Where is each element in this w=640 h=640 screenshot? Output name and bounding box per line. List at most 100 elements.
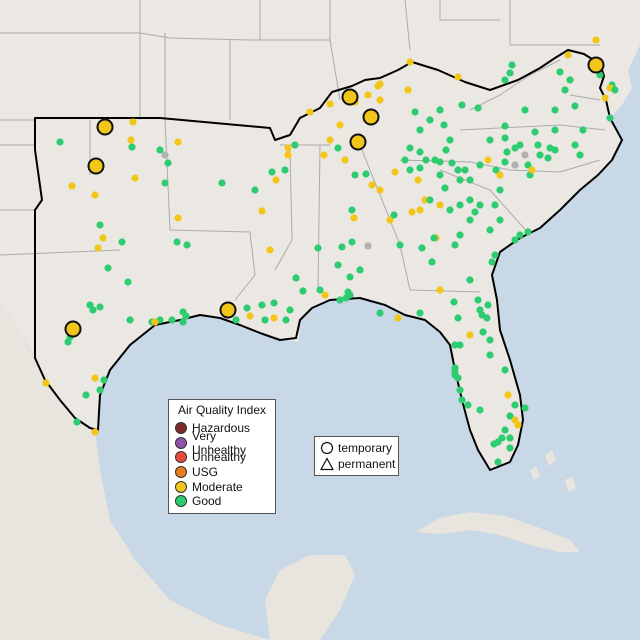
monitor-marker[interactable]: [416, 148, 424, 156]
monitor-marker[interactable]: [334, 261, 342, 269]
monitor-marker[interactable]: [576, 151, 584, 159]
monitor-marker[interactable]: [551, 126, 559, 134]
monitor-marker[interactable]: [456, 231, 464, 239]
monitor-marker[interactable]: [521, 106, 529, 114]
monitor-marker[interactable]: [376, 96, 384, 104]
monitor-marker[interactable]: [561, 86, 569, 94]
monitor-marker[interactable]: [416, 164, 424, 172]
monitor-marker[interactable]: [266, 246, 274, 254]
monitor-marker[interactable]: [508, 61, 516, 69]
monitor-marker[interactable]: [461, 166, 469, 174]
monitor-marker[interactable]: [611, 86, 619, 94]
monitor-marker[interactable]: [314, 244, 322, 252]
monitor-marker[interactable]: [394, 314, 402, 322]
monitor-marker[interactable]: [91, 428, 99, 436]
monitor-marker[interactable]: [91, 191, 99, 199]
monitor-marker[interactable]: [592, 36, 600, 44]
monitor-marker[interactable]: [261, 316, 269, 324]
monitor-marker[interactable]: [406, 166, 414, 174]
monitor-marker[interactable]: [524, 228, 532, 236]
monitor-marker[interactable]: [466, 196, 474, 204]
monitor-marker[interactable]: [426, 116, 434, 124]
monitor-marker[interactable]: [506, 434, 514, 442]
temporary-monitor-marker[interactable]: [87, 157, 105, 175]
monitor-marker[interactable]: [466, 216, 474, 224]
temporary-monitor-marker[interactable]: [341, 88, 359, 106]
monitor-marker[interactable]: [404, 86, 412, 94]
monitor-marker[interactable]: [486, 136, 494, 144]
monitor-marker[interactable]: [511, 236, 519, 244]
monitor-marker[interactable]: [442, 146, 450, 154]
monitor-marker[interactable]: [161, 151, 169, 159]
monitor-marker[interactable]: [426, 196, 434, 204]
monitor-marker[interactable]: [396, 241, 404, 249]
monitor-marker[interactable]: [268, 168, 276, 176]
monitor-marker[interactable]: [446, 136, 454, 144]
temporary-monitor-marker[interactable]: [349, 133, 367, 151]
monitor-marker[interactable]: [68, 182, 76, 190]
monitor-marker[interactable]: [579, 126, 587, 134]
monitor-marker[interactable]: [479, 328, 487, 336]
monitor-marker[interactable]: [270, 299, 278, 307]
monitor-marker[interactable]: [501, 366, 509, 374]
monitor-marker[interactable]: [476, 201, 484, 209]
monitor-marker[interactable]: [346, 273, 354, 281]
monitor-marker[interactable]: [284, 144, 292, 152]
monitor-marker[interactable]: [454, 314, 462, 322]
monitor-marker[interactable]: [506, 444, 514, 452]
monitor-marker[interactable]: [488, 258, 496, 266]
monitor-marker[interactable]: [436, 201, 444, 209]
monitor-marker[interactable]: [601, 94, 609, 102]
monitor-marker[interactable]: [571, 141, 579, 149]
monitor-marker[interactable]: [96, 386, 104, 394]
monitor-marker[interactable]: [496, 216, 504, 224]
monitor-marker[interactable]: [408, 208, 416, 216]
monitor-marker[interactable]: [418, 244, 426, 252]
monitor-marker[interactable]: [356, 266, 364, 274]
monitor-marker[interactable]: [446, 206, 454, 214]
monitor-marker[interactable]: [476, 406, 484, 414]
monitor-marker[interactable]: [501, 76, 509, 84]
monitor-marker[interactable]: [428, 258, 436, 266]
monitor-marker[interactable]: [270, 314, 278, 322]
monitor-marker[interactable]: [466, 276, 474, 284]
monitor-marker[interactable]: [96, 303, 104, 311]
monitor-marker[interactable]: [556, 68, 564, 76]
monitor-marker[interactable]: [42, 379, 50, 387]
monitor-marker[interactable]: [316, 286, 324, 294]
monitor-marker[interactable]: [451, 241, 459, 249]
monitor-marker[interactable]: [173, 238, 181, 246]
monitor-marker[interactable]: [451, 371, 459, 379]
monitor-marker[interactable]: [501, 134, 509, 142]
monitor-marker[interactable]: [521, 404, 529, 412]
monitor-marker[interactable]: [179, 318, 187, 326]
monitor-marker[interactable]: [246, 312, 254, 320]
monitor-marker[interactable]: [501, 426, 509, 434]
monitor-marker[interactable]: [100, 376, 108, 384]
monitor-marker[interactable]: [306, 108, 314, 116]
monitor-marker[interactable]: [89, 306, 97, 314]
monitor-marker[interactable]: [182, 312, 190, 320]
monitor-marker[interactable]: [376, 186, 384, 194]
monitor-marker[interactable]: [456, 201, 464, 209]
monitor-marker[interactable]: [168, 316, 176, 324]
monitor-marker[interactable]: [464, 401, 472, 409]
monitor-marker[interactable]: [483, 314, 491, 322]
monitor-marker[interactable]: [364, 91, 372, 99]
monitor-marker[interactable]: [414, 176, 422, 184]
monitor-marker[interactable]: [484, 301, 492, 309]
monitor-marker[interactable]: [476, 161, 484, 169]
monitor-marker[interactable]: [99, 234, 107, 242]
monitor-marker[interactable]: [348, 238, 356, 246]
monitor-marker[interactable]: [326, 136, 334, 144]
monitor-marker[interactable]: [490, 440, 498, 448]
monitor-marker[interactable]: [350, 214, 358, 222]
monitor-marker[interactable]: [131, 174, 139, 182]
monitor-marker[interactable]: [326, 100, 334, 108]
monitor-marker[interactable]: [284, 151, 292, 159]
monitor-marker[interactable]: [401, 156, 409, 164]
monitor-marker[interactable]: [64, 338, 72, 346]
monitor-marker[interactable]: [436, 286, 444, 294]
